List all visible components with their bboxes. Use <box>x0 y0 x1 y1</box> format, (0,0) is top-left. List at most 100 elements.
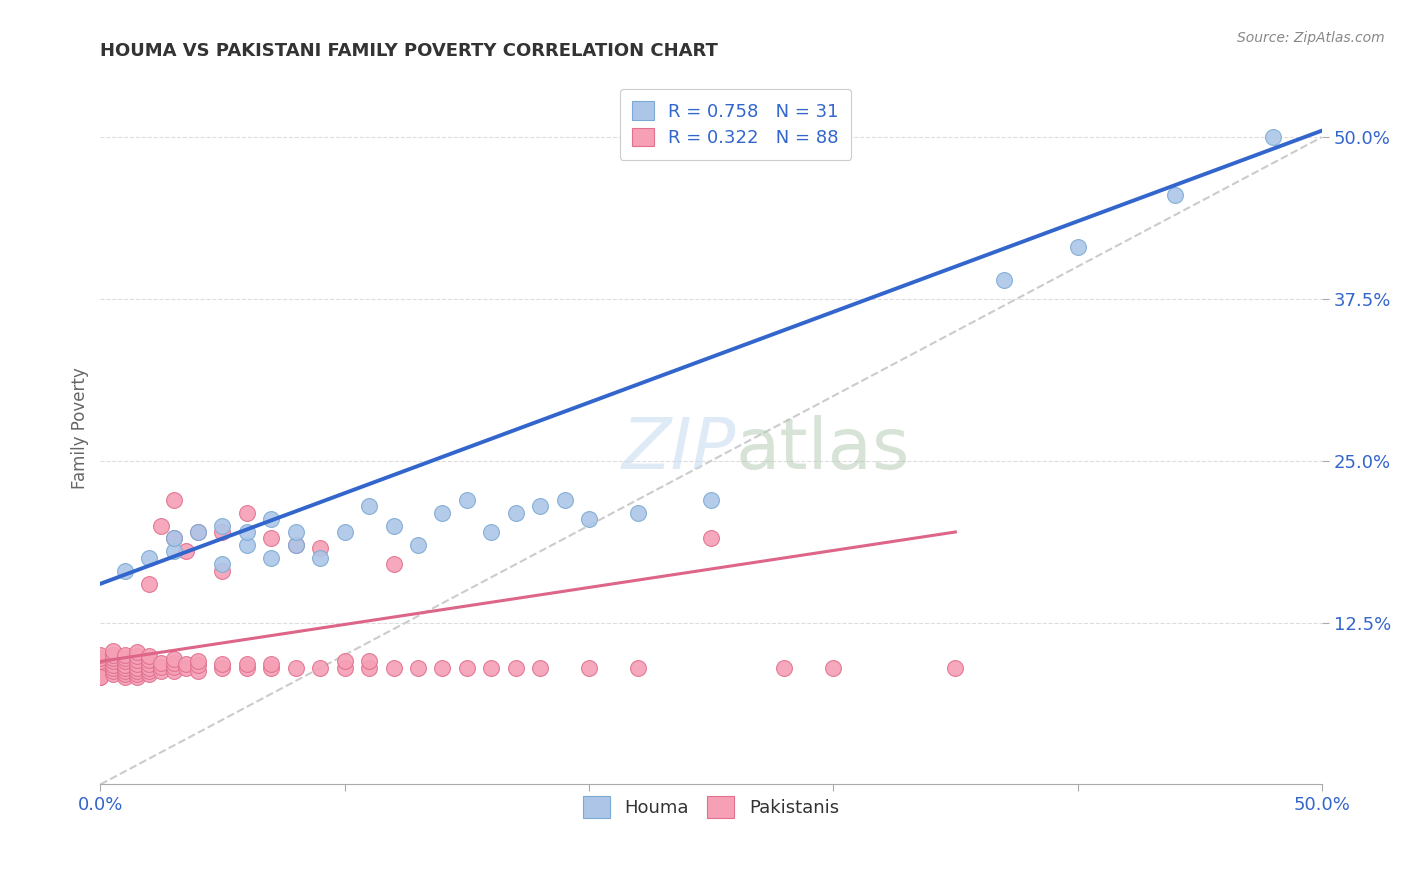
Point <box>236 661 259 675</box>
Point <box>125 670 148 684</box>
Text: ZIP: ZIP <box>621 416 735 484</box>
Point <box>125 664 148 678</box>
Point <box>187 524 209 539</box>
Y-axis label: Family Poverty: Family Poverty <box>72 368 89 490</box>
Point <box>382 661 405 675</box>
Point <box>284 538 307 552</box>
Point <box>284 661 307 675</box>
Point <box>114 658 136 673</box>
Point <box>114 650 136 665</box>
Point <box>162 659 184 673</box>
Point <box>529 661 551 675</box>
Point <box>357 661 380 675</box>
Point <box>1261 130 1284 145</box>
Point <box>211 558 233 572</box>
Point <box>554 492 576 507</box>
Point <box>89 650 111 665</box>
Point <box>114 667 136 681</box>
Point <box>138 657 160 671</box>
Point <box>236 524 259 539</box>
Point <box>150 659 173 673</box>
Point <box>627 661 650 675</box>
Point <box>505 661 527 675</box>
Point <box>260 661 283 675</box>
Point <box>150 518 173 533</box>
Point <box>162 544 184 558</box>
Point <box>479 661 502 675</box>
Point <box>260 512 283 526</box>
Point <box>284 524 307 539</box>
Point <box>101 661 124 675</box>
Point <box>162 532 184 546</box>
Point <box>89 655 111 669</box>
Point <box>382 518 405 533</box>
Point <box>456 492 478 507</box>
Point <box>114 648 136 662</box>
Point <box>187 664 209 678</box>
Point <box>101 650 124 665</box>
Point <box>138 653 160 667</box>
Point <box>236 657 259 671</box>
Point <box>627 506 650 520</box>
Point <box>432 661 454 675</box>
Point <box>479 524 502 539</box>
Point <box>505 506 527 520</box>
Point <box>174 657 197 671</box>
Point <box>236 538 259 552</box>
Point <box>125 661 148 675</box>
Point <box>101 648 124 662</box>
Point <box>89 658 111 673</box>
Point <box>773 661 796 675</box>
Point <box>114 655 136 669</box>
Point <box>187 655 209 669</box>
Point <box>101 664 124 678</box>
Point <box>101 644 124 658</box>
Point <box>309 661 332 675</box>
Point <box>162 664 184 678</box>
Point <box>700 492 723 507</box>
Point <box>260 532 283 546</box>
Point <box>89 648 111 662</box>
Point <box>357 499 380 513</box>
Point <box>138 664 160 678</box>
Point <box>150 656 173 670</box>
Point <box>211 661 233 675</box>
Point <box>578 661 600 675</box>
Point <box>125 645 148 659</box>
Point <box>211 524 233 539</box>
Point <box>309 550 332 565</box>
Point <box>236 506 259 520</box>
Point <box>162 492 184 507</box>
Point <box>260 550 283 565</box>
Point <box>101 658 124 673</box>
Point <box>125 667 148 681</box>
Point <box>1066 240 1088 254</box>
Text: atlas: atlas <box>735 416 910 484</box>
Point <box>125 653 148 667</box>
Point <box>211 518 233 533</box>
Point <box>284 538 307 552</box>
Point <box>174 544 197 558</box>
Point <box>101 655 124 669</box>
Point <box>211 657 233 671</box>
Legend: Houma, Pakistanis: Houma, Pakistanis <box>576 789 846 825</box>
Point <box>89 661 111 675</box>
Point <box>357 655 380 669</box>
Point <box>187 524 209 539</box>
Point <box>406 661 429 675</box>
Point <box>174 661 197 675</box>
Point <box>333 661 356 675</box>
Point <box>162 532 184 546</box>
Point <box>700 532 723 546</box>
Point <box>333 524 356 539</box>
Point <box>138 667 160 681</box>
Point <box>187 658 209 673</box>
Point <box>529 499 551 513</box>
Point <box>333 655 356 669</box>
Text: HOUMA VS PAKISTANI FAMILY POVERTY CORRELATION CHART: HOUMA VS PAKISTANI FAMILY POVERTY CORREL… <box>100 42 718 60</box>
Text: Source: ZipAtlas.com: Source: ZipAtlas.com <box>1237 31 1385 45</box>
Point <box>260 657 283 671</box>
Point <box>138 550 160 565</box>
Point <box>432 506 454 520</box>
Point <box>114 564 136 578</box>
